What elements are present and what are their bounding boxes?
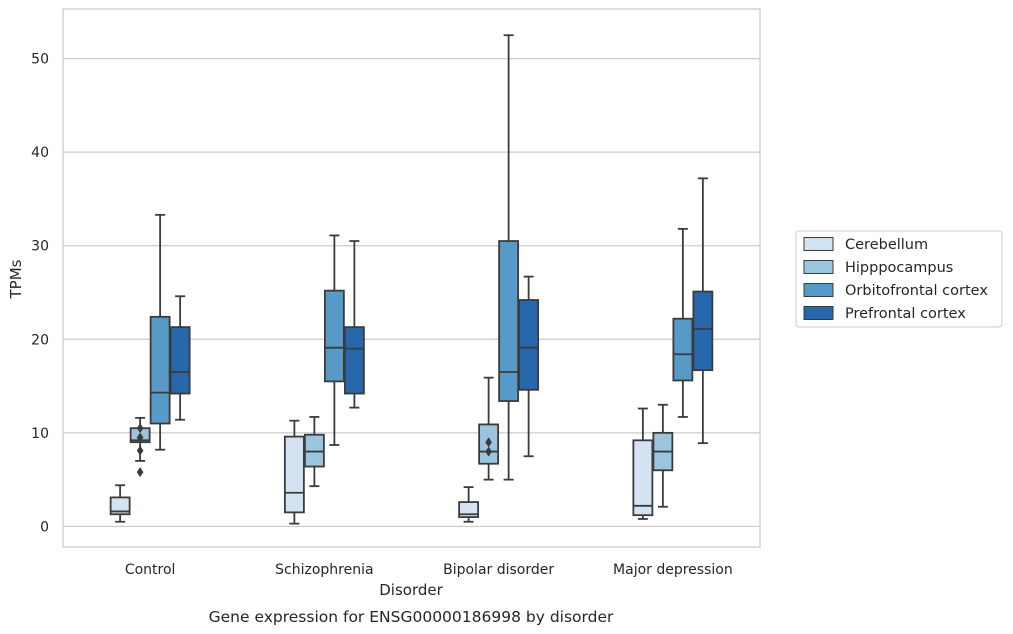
y-tick-label-30: 30 xyxy=(31,239,49,255)
outlier-0 xyxy=(136,423,144,434)
box-cerebellum-2 xyxy=(458,486,480,523)
x-tick-labels: Control Schizophrenia Bipolar disorder Majo… xyxy=(125,562,733,578)
box-body xyxy=(343,326,365,395)
box-body xyxy=(169,326,191,395)
outlier-1 xyxy=(485,446,492,457)
legend-swatch-0 xyxy=(803,237,834,251)
box-body xyxy=(109,496,131,516)
plot-frame xyxy=(62,8,761,548)
x-tick-label-3: Major depression xyxy=(613,562,733,578)
box-body xyxy=(518,299,540,391)
box-prefrontal-cortex-0 xyxy=(169,295,191,421)
box-orbitofrontal-cortex-3 xyxy=(672,227,694,418)
y-axis-label: TPMs xyxy=(7,259,25,299)
box-body xyxy=(323,289,345,383)
legend-label-1: Hipppocampus xyxy=(845,260,953,276)
legend-frame xyxy=(795,230,1003,328)
box-orbitofrontal-cortex-1 xyxy=(323,234,345,446)
box-hipppocampus-3 xyxy=(652,403,674,508)
box-cerebellum-3 xyxy=(632,407,654,520)
box-prefrontal-cortex-1 xyxy=(343,240,365,409)
box-prefrontal-cortex-3 xyxy=(692,177,714,445)
box-cerebellum-0 xyxy=(109,484,131,523)
x-tick-label-0: Control xyxy=(125,562,176,578)
box-body xyxy=(498,240,520,402)
legend-swatch-3 xyxy=(803,306,834,320)
outlier-2 xyxy=(136,445,144,456)
y-tick-label-10: 10 xyxy=(31,426,49,442)
box-body xyxy=(149,315,171,425)
box-body xyxy=(692,290,714,372)
box-hipppocampus-1 xyxy=(303,416,325,488)
x-axis-label: Disorder xyxy=(379,581,443,599)
legend-label-0: Cerebellum xyxy=(845,237,928,253)
box-hipppocampus-2 xyxy=(478,376,500,481)
outlier-1 xyxy=(136,432,144,443)
legend: Cerebellum Hipppocampus Orbitofrontal cort… xyxy=(795,230,1003,328)
box-hipppocampus-0 xyxy=(129,416,151,478)
legend-label-2: Orbitofrontal cortex xyxy=(845,283,988,299)
legend-swatch-2 xyxy=(803,283,834,297)
x-tick-label-2: Bipolar disorder xyxy=(443,562,554,578)
box-groups xyxy=(109,34,714,525)
box-body xyxy=(303,433,325,468)
box-body xyxy=(283,435,305,514)
legend-label-3: Prefrontal cortex xyxy=(845,306,966,322)
x-tick-label-1: Schizophrenia xyxy=(275,562,373,578)
box-body xyxy=(632,439,654,517)
outlier-3 xyxy=(136,467,144,478)
y-tick-label-0: 0 xyxy=(40,519,49,535)
chart-caption: Gene expression for ENSG00000186998 by d… xyxy=(209,608,614,626)
box-orbitofrontal-cortex-0 xyxy=(149,213,171,451)
box-body xyxy=(458,501,480,518)
box-prefrontal-cortex-2 xyxy=(518,275,540,458)
box-body xyxy=(672,317,694,382)
box-cerebellum-1 xyxy=(283,419,305,525)
y-tick-labels: 0 10 20 30 40 50 xyxy=(31,52,49,536)
y-tick-label-50: 50 xyxy=(31,52,49,68)
outlier-0 xyxy=(485,437,492,448)
box-orbitofrontal-cortex-2 xyxy=(498,34,520,481)
legend-swatch-1 xyxy=(803,260,834,274)
y-tick-label-20: 20 xyxy=(31,332,49,348)
y-tick-label-40: 40 xyxy=(31,145,49,161)
